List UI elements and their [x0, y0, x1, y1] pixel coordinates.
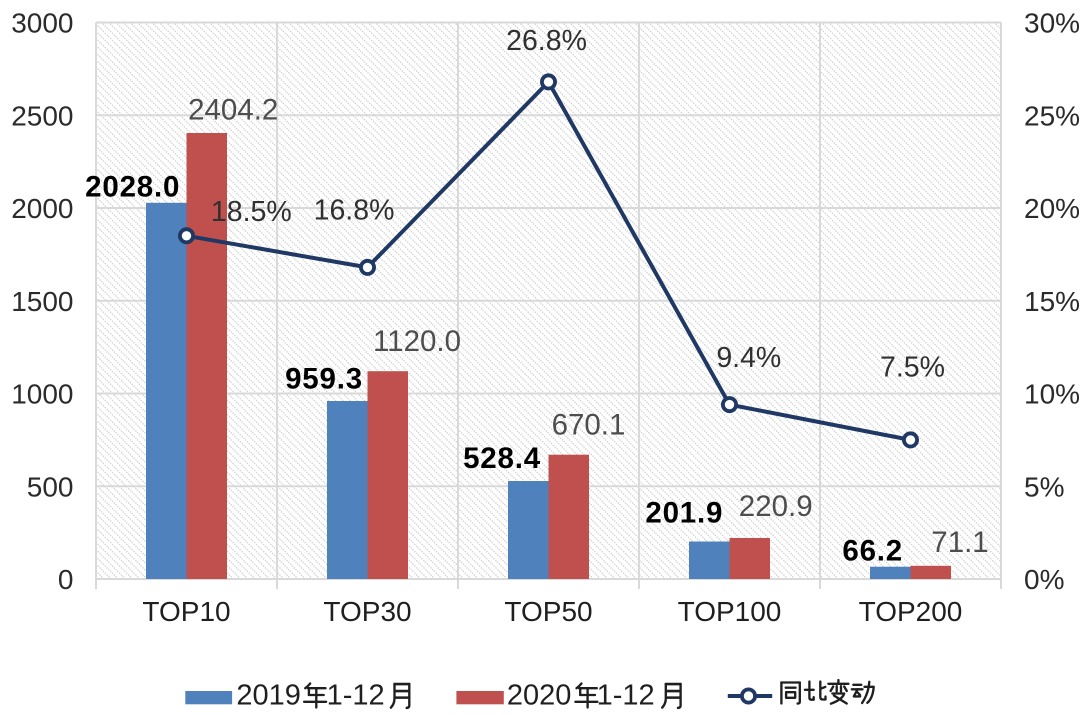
svg-text:220.9: 220.9 — [739, 490, 813, 523]
svg-text:1-12: 1-12 — [327, 679, 385, 711]
svg-text:7.5%: 7.5% — [880, 352, 945, 384]
svg-text:30%: 30% — [1024, 8, 1080, 39]
svg-text:500: 500 — [27, 471, 74, 502]
svg-text:2020: 2020 — [507, 679, 572, 711]
svg-text:1-12: 1-12 — [597, 679, 655, 711]
svg-text:20%: 20% — [1024, 193, 1080, 224]
svg-text:670.1: 670.1 — [552, 408, 626, 441]
svg-text:16.8%: 16.8% — [314, 194, 395, 226]
svg-text:71.1: 71.1 — [931, 526, 988, 559]
svg-text:15%: 15% — [1024, 286, 1080, 317]
svg-text:5%: 5% — [1024, 471, 1064, 502]
svg-text:9.4%: 9.4% — [716, 342, 781, 374]
svg-text:2000: 2000 — [11, 193, 73, 224]
svg-text:66.2: 66.2 — [842, 534, 903, 567]
svg-text:528.4: 528.4 — [463, 442, 541, 475]
svg-text:1500: 1500 — [11, 286, 73, 317]
svg-text:959.3: 959.3 — [285, 363, 363, 396]
svg-text:TOP100: TOP100 — [678, 596, 782, 627]
svg-text:26.8%: 26.8% — [506, 25, 587, 57]
svg-text:2500: 2500 — [11, 100, 73, 131]
svg-text:0%: 0% — [1024, 564, 1064, 595]
svg-text:0: 0 — [58, 564, 74, 595]
svg-text:18.5%: 18.5% — [211, 196, 292, 228]
svg-text:2028.0: 2028.0 — [85, 170, 180, 203]
svg-text:1000: 1000 — [11, 379, 73, 410]
svg-text:TOP30: TOP30 — [323, 596, 411, 627]
svg-text:2404.2: 2404.2 — [188, 94, 278, 127]
svg-text:201.9: 201.9 — [645, 497, 723, 530]
svg-text:TOP50: TOP50 — [504, 596, 592, 627]
svg-text:1120.0: 1120.0 — [373, 325, 461, 358]
svg-text:25%: 25% — [1024, 100, 1080, 131]
svg-text:TOP200: TOP200 — [859, 596, 963, 627]
svg-text:10%: 10% — [1024, 379, 1080, 410]
svg-text:2019: 2019 — [236, 679, 301, 711]
svg-text:TOP10: TOP10 — [142, 596, 230, 627]
svg-text:3000: 3000 — [11, 8, 73, 39]
